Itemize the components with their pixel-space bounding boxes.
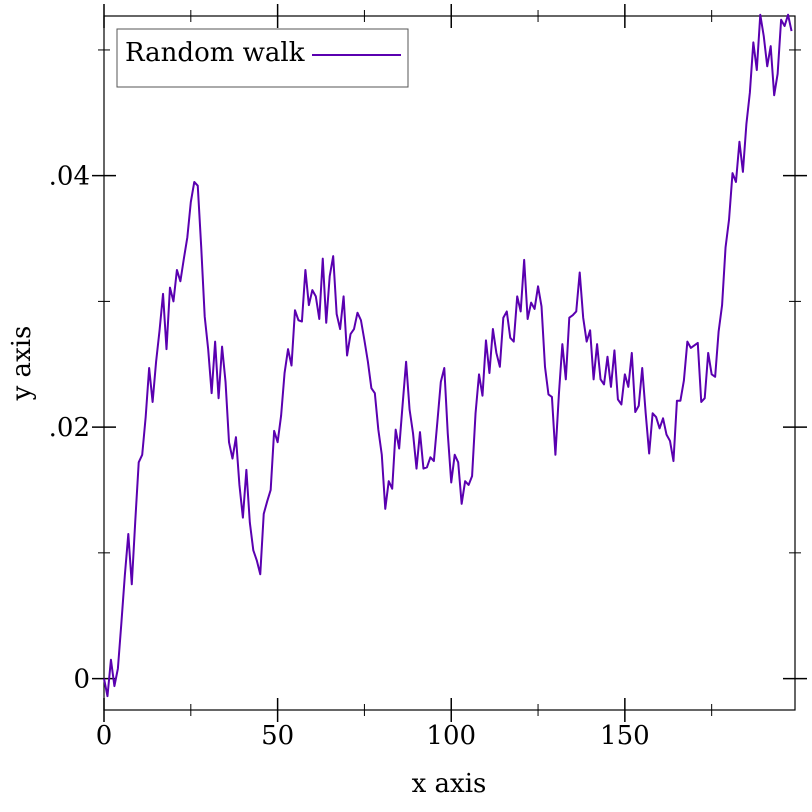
x-tick-label: 50 bbox=[261, 721, 294, 751]
series-line-random-walk bbox=[103, 13, 793, 698]
y-tick-label: .04 bbox=[49, 162, 90, 192]
x-tick-label: 0 bbox=[96, 721, 113, 751]
y-tick-label: 0 bbox=[73, 665, 90, 695]
y-tick-label: .02 bbox=[49, 413, 90, 443]
legend-series-label: Random walk bbox=[125, 38, 305, 68]
axis-ticks bbox=[92, 4, 807, 722]
axis-tick-labels: 0 50 100 150 0 .02 .04 bbox=[49, 162, 650, 751]
legend-box bbox=[116, 28, 409, 88]
legend: Random walk bbox=[116, 28, 409, 88]
series-lines bbox=[103, 13, 793, 698]
x-tick-label: 100 bbox=[426, 721, 476, 751]
x-tick-label: 150 bbox=[600, 721, 650, 751]
x-axis-label: x axis bbox=[412, 769, 487, 799]
plot-area-border bbox=[103, 15, 796, 711]
y-axis-label: y axis bbox=[7, 326, 37, 402]
plot-frame bbox=[103, 15, 796, 711]
